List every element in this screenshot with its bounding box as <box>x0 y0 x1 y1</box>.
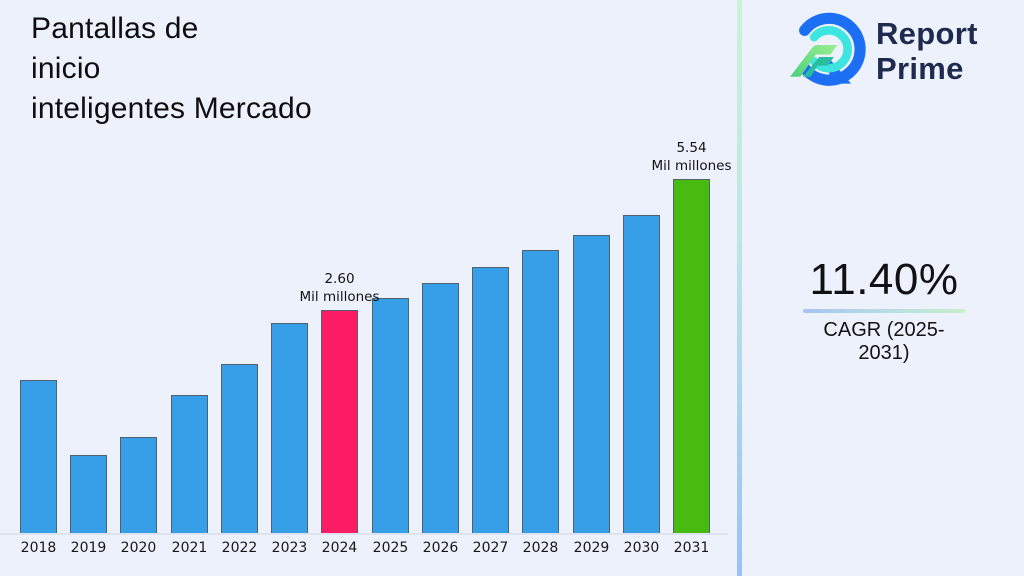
x-tick-2018: 2018 <box>20 540 57 556</box>
divider-line <box>737 0 742 576</box>
bar-label-value: 2.60 <box>324 271 355 287</box>
bar-label-2031: 5.54 Mil millones <box>627 140 757 175</box>
bar-2021 <box>171 395 208 533</box>
x-tick-2027: 2027 <box>472 540 509 556</box>
page-title: Pantallas de inicio inteligentes Mercado <box>31 9 312 129</box>
cagr-underline <box>803 309 965 313</box>
x-tick-2021: 2021 <box>171 540 208 556</box>
bar-2027 <box>472 267 509 533</box>
page-title-line-2: inicio <box>31 52 101 85</box>
cagr-block: 11.40% CAGR (2025-2031) <box>803 255 965 365</box>
bar-label-2024: 2.60 Mil millones <box>275 271 405 306</box>
bar-2025 <box>372 298 409 533</box>
report-prime-logo-text: Report Prime <box>876 16 978 86</box>
x-tick-2029: 2029 <box>573 540 610 556</box>
bar-label-unit: Mil millones <box>299 288 380 305</box>
bar-2023 <box>271 323 308 533</box>
bar-2028 <box>522 250 559 533</box>
bar-2022 <box>221 364 258 533</box>
page-title-line-3: inteligentes Mercado <box>31 92 312 125</box>
x-tick-2024: 2024 <box>321 540 358 556</box>
bar-label-unit: Mil millones <box>651 157 732 174</box>
bar-2018 <box>20 380 57 533</box>
x-tick-2025: 2025 <box>372 540 409 556</box>
x-tick-2030: 2030 <box>623 540 660 556</box>
x-tick-2020: 2020 <box>120 540 157 556</box>
cagr-label: CAGR (2025-2031) <box>823 319 945 364</box>
bar-2031 <box>673 179 710 533</box>
bar-2029 <box>573 235 610 533</box>
x-tick-2031: 2031 <box>673 540 710 556</box>
logo-text-report: Report <box>876 16 978 51</box>
x-tick-2022: 2022 <box>221 540 258 556</box>
bar-2030 <box>623 215 660 533</box>
x-tick-2028: 2028 <box>522 540 559 556</box>
report-prime-logo: Report Prime <box>784 8 978 94</box>
bar-chart: 2018 2019 2020 2021 2022 2023 2024 2025 2026 2027… <box>0 140 732 556</box>
bar-2024 <box>321 310 358 533</box>
cagr-value: 11.40% <box>809 255 959 304</box>
bar-label-value: 5.54 <box>676 140 707 156</box>
page-title-line-1: Pantallas de <box>31 12 199 45</box>
logo-text-prime: Prime <box>876 51 964 86</box>
bar-2019 <box>70 455 107 533</box>
x-tick-2019: 2019 <box>70 540 107 556</box>
bar-2020 <box>120 437 157 533</box>
bar-2026 <box>422 283 459 533</box>
x-axis-baseline <box>0 533 728 535</box>
x-tick-2023: 2023 <box>271 540 308 556</box>
report-prime-logo-icon <box>790 12 866 86</box>
x-tick-2026: 2026 <box>422 540 459 556</box>
